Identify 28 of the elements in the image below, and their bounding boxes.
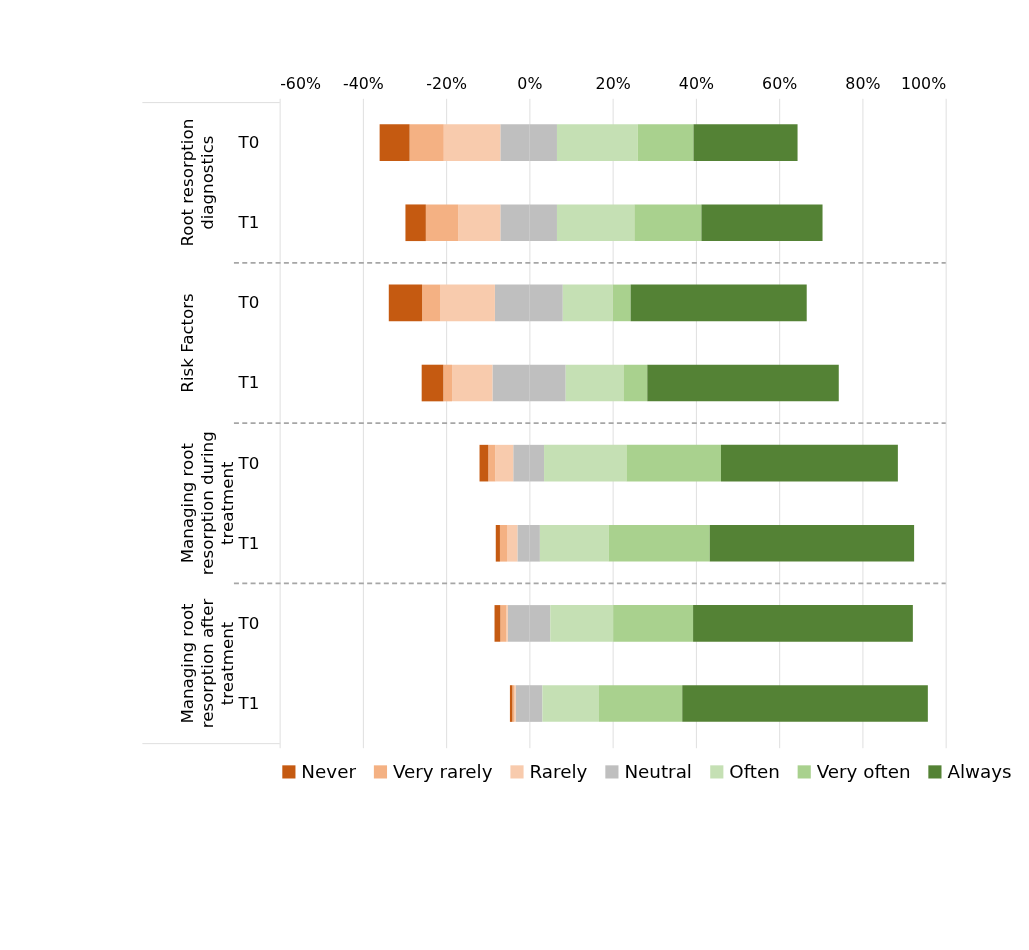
y-tick-label: T0	[237, 293, 260, 313]
x-tick-label: 40%	[678, 73, 714, 93]
x-tick-label: -40%	[342, 73, 384, 93]
y-tick-label: T1	[237, 533, 260, 553]
text: Risk Factors	[178, 293, 198, 393]
x-tick-label: 20%	[595, 73, 631, 93]
y-tick-label: T0	[237, 613, 260, 633]
text: Managing root resorption during treatment	[178, 431, 238, 576]
x-tick-label: 80%	[845, 73, 881, 93]
legend-label: Neutral	[624, 760, 692, 782]
legend-label: Often	[729, 760, 780, 782]
x-tick-label: -20%	[426, 73, 468, 93]
x-tick-label: 0%	[517, 73, 543, 93]
legend-label: Never	[301, 760, 357, 782]
x-tick-label: 60%	[762, 73, 798, 93]
y-tick-label: T1	[237, 693, 260, 713]
legend-label: Very rarely	[392, 760, 493, 782]
text: Managing root resorption after treatment	[178, 598, 238, 729]
x-tick-label: 100%	[900, 73, 947, 93]
legend-label: Rarely	[529, 760, 588, 782]
y-tick-label: T0	[237, 453, 260, 473]
text: Root resorption diagnostics	[178, 118, 218, 247]
x-tick-label: -60%	[280, 73, 321, 93]
legend-label: Always	[947, 760, 1012, 782]
y-tick-label: T0	[237, 133, 260, 153]
y-tick-label: T1	[237, 213, 260, 233]
legend-label: Very often	[816, 760, 911, 782]
y-tick-label: T1	[237, 373, 260, 393]
